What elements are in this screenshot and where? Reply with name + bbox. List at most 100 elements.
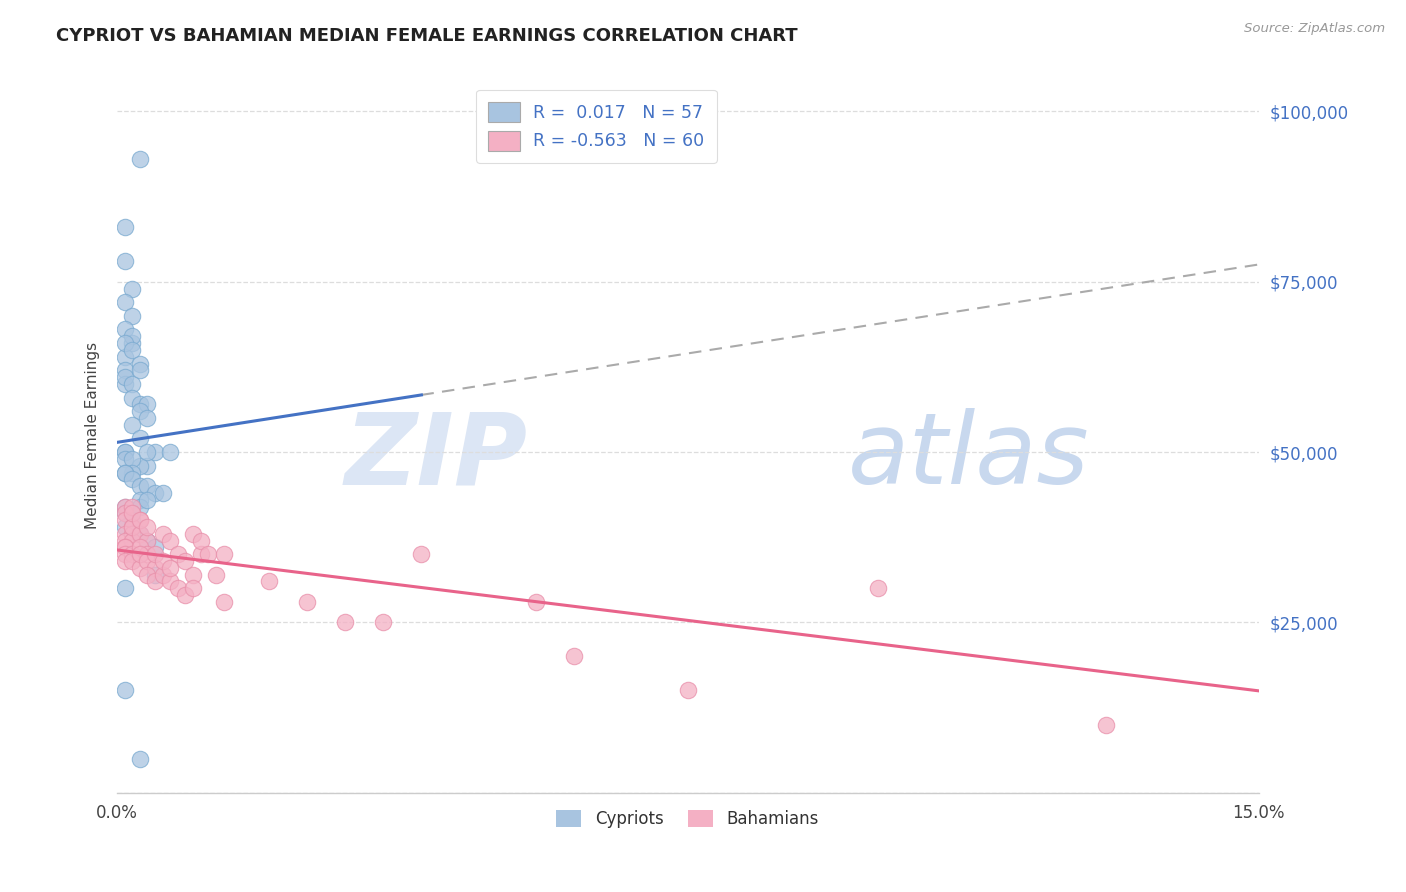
Legend: Cypriots, Bahamians: Cypriots, Bahamians bbox=[550, 803, 825, 834]
Point bbox=[121, 417, 143, 432]
Point bbox=[212, 547, 235, 561]
Point bbox=[136, 533, 159, 548]
Point bbox=[114, 466, 136, 480]
Point bbox=[136, 411, 159, 425]
Point bbox=[121, 547, 143, 561]
Point bbox=[212, 595, 235, 609]
Point bbox=[121, 554, 143, 568]
Point bbox=[297, 595, 319, 609]
Point bbox=[114, 363, 136, 377]
Point bbox=[114, 507, 136, 521]
Point bbox=[128, 526, 150, 541]
Point bbox=[143, 574, 166, 589]
Point bbox=[128, 492, 150, 507]
Point bbox=[136, 520, 159, 534]
Point bbox=[128, 547, 150, 561]
Point bbox=[114, 582, 136, 596]
Point bbox=[524, 595, 547, 609]
Text: atlas: atlas bbox=[848, 408, 1090, 505]
Point bbox=[143, 567, 166, 582]
Point bbox=[128, 513, 150, 527]
Point bbox=[866, 582, 889, 596]
Point bbox=[128, 404, 150, 418]
Point bbox=[181, 582, 204, 596]
Point bbox=[159, 445, 181, 459]
Point bbox=[136, 547, 159, 561]
Point bbox=[114, 520, 136, 534]
Point bbox=[114, 350, 136, 364]
Point bbox=[128, 397, 150, 411]
Point bbox=[197, 547, 219, 561]
Point bbox=[114, 513, 136, 527]
Point bbox=[121, 282, 143, 296]
Point bbox=[190, 547, 212, 561]
Point bbox=[143, 445, 166, 459]
Point bbox=[121, 507, 143, 521]
Point bbox=[136, 554, 159, 568]
Point bbox=[114, 541, 136, 555]
Point bbox=[114, 370, 136, 384]
Point bbox=[128, 363, 150, 377]
Point bbox=[152, 526, 174, 541]
Point bbox=[373, 615, 395, 630]
Point bbox=[159, 561, 181, 575]
Point bbox=[159, 574, 181, 589]
Y-axis label: Median Female Earnings: Median Female Earnings bbox=[86, 342, 100, 529]
Point bbox=[114, 466, 136, 480]
Point bbox=[114, 533, 136, 548]
Point bbox=[114, 376, 136, 391]
Point bbox=[114, 500, 136, 514]
Point bbox=[411, 547, 433, 561]
Point bbox=[205, 567, 228, 582]
Point bbox=[181, 567, 204, 582]
Point bbox=[121, 451, 143, 466]
Point bbox=[128, 561, 150, 575]
Point bbox=[143, 486, 166, 500]
Point bbox=[114, 507, 136, 521]
Point bbox=[152, 486, 174, 500]
Point bbox=[128, 500, 150, 514]
Point bbox=[128, 479, 150, 493]
Point bbox=[121, 533, 143, 548]
Point bbox=[152, 554, 174, 568]
Point bbox=[136, 567, 159, 582]
Point bbox=[128, 526, 150, 541]
Point bbox=[128, 357, 150, 371]
Point bbox=[152, 567, 174, 582]
Point bbox=[114, 336, 136, 351]
Point bbox=[136, 533, 159, 548]
Point bbox=[335, 615, 357, 630]
Point bbox=[121, 526, 143, 541]
Point bbox=[121, 520, 143, 534]
Point bbox=[121, 329, 143, 343]
Point bbox=[121, 513, 143, 527]
Point bbox=[128, 513, 150, 527]
Point bbox=[128, 541, 150, 555]
Text: Source: ZipAtlas.com: Source: ZipAtlas.com bbox=[1244, 22, 1385, 36]
Point bbox=[114, 526, 136, 541]
Point bbox=[121, 507, 143, 521]
Point bbox=[114, 683, 136, 698]
Point bbox=[114, 254, 136, 268]
Point bbox=[121, 336, 143, 351]
Point bbox=[166, 582, 188, 596]
Point bbox=[143, 561, 166, 575]
Point bbox=[121, 343, 143, 357]
Point bbox=[174, 554, 197, 568]
Point bbox=[114, 322, 136, 336]
Point bbox=[136, 445, 159, 459]
Point bbox=[159, 533, 181, 548]
Point bbox=[121, 500, 143, 514]
Point bbox=[128, 152, 150, 166]
Point bbox=[114, 220, 136, 235]
Point bbox=[562, 649, 585, 664]
Point bbox=[136, 397, 159, 411]
Point bbox=[121, 466, 143, 480]
Point bbox=[166, 547, 188, 561]
Point bbox=[114, 451, 136, 466]
Point bbox=[136, 492, 159, 507]
Point bbox=[114, 295, 136, 310]
Point bbox=[121, 309, 143, 323]
Point bbox=[121, 520, 143, 534]
Point bbox=[676, 683, 699, 698]
